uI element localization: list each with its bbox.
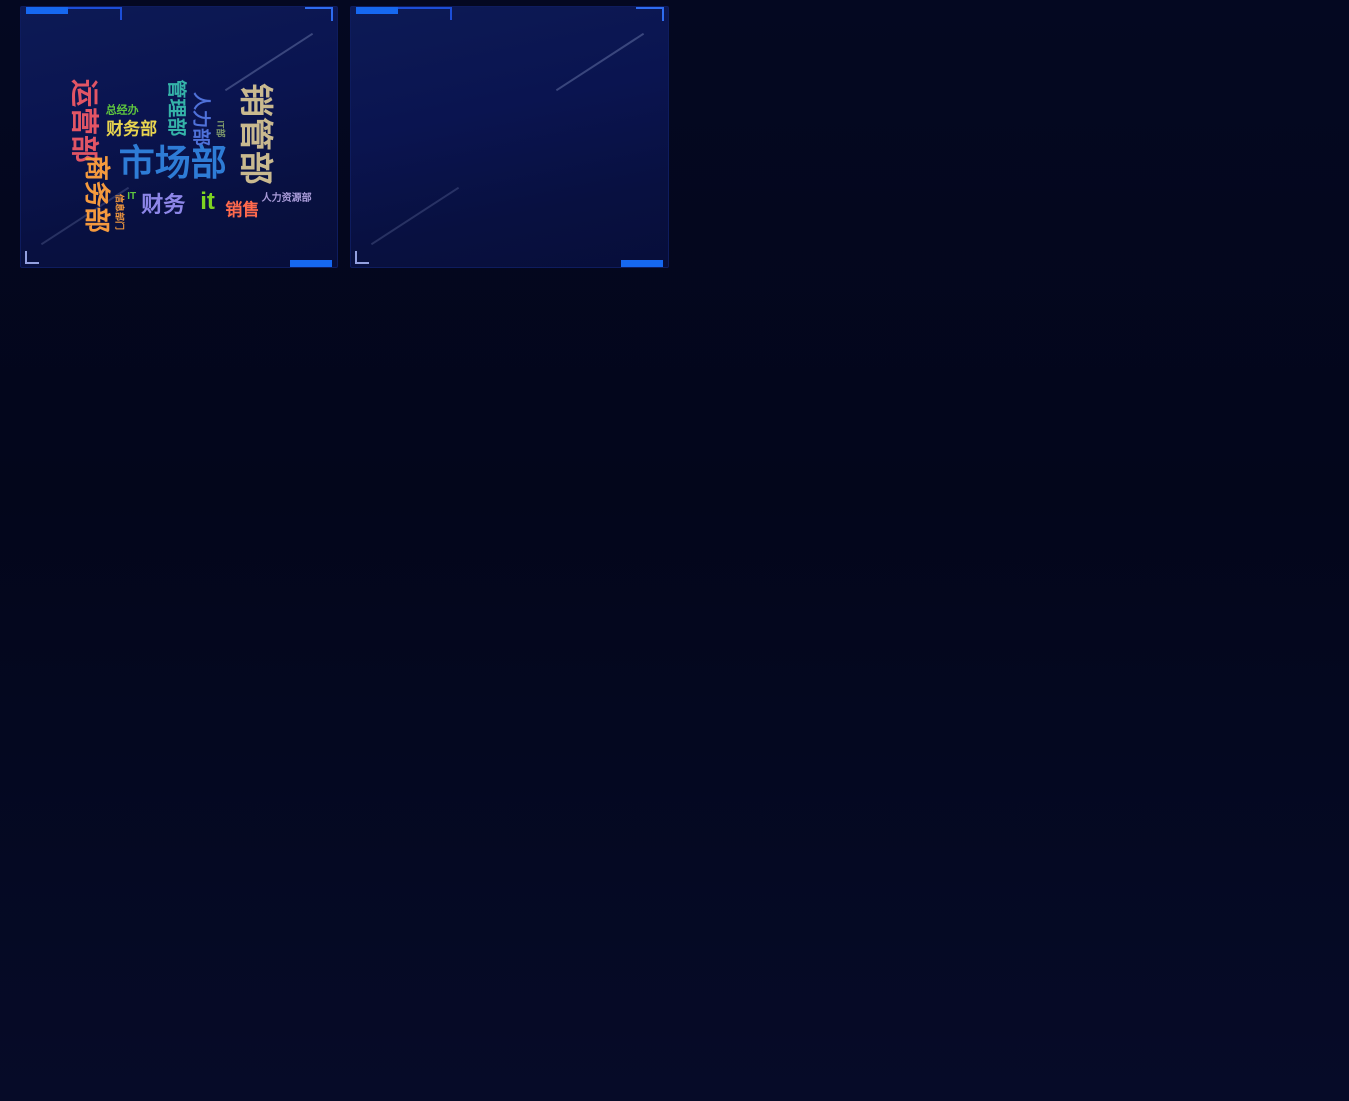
wordcloud-word[interactable]: it bbox=[200, 188, 215, 215]
wordcloud-word[interactable]: 商务部 bbox=[81, 155, 112, 234]
wordcloud-word[interactable]: 财务 bbox=[141, 191, 186, 217]
wordcloud-word[interactable]: 信息部门 bbox=[114, 194, 125, 231]
wordcloud-word[interactable]: 销售 bbox=[225, 200, 260, 220]
wordcloud-word[interactable]: 运营部 bbox=[69, 79, 101, 164]
vbar-chart-1 bbox=[351, 7, 667, 267]
wordcloud-word[interactable]: IT部 bbox=[215, 120, 226, 138]
wordcloud-word[interactable]: 人力资源部 bbox=[261, 193, 312, 205]
wordcloud-chart-0: 市场部 销管部 运营部 商务部 管理部 人力部财务部 总经办财务 it 销售 人力资源部 IT 信息部… bbox=[21, 7, 337, 267]
panel-vbar-1 bbox=[350, 6, 669, 268]
wordcloud-word[interactable]: 总经办 bbox=[105, 104, 139, 117]
wordcloud-word[interactable]: IT bbox=[127, 190, 137, 202]
wordcloud-word[interactable]: 市场部 bbox=[118, 142, 227, 183]
panel-wordcloud-0: 市场部 销管部 运营部 商务部 管理部 人力部财务部 总经办财务 it 销售 人力资源部 IT 信息部… bbox=[20, 6, 339, 268]
wordcloud-word[interactable]: 人力部 bbox=[191, 91, 212, 146]
wordcloud-word[interactable]: 财务部 bbox=[106, 119, 158, 139]
wordcloud-word[interactable]: 管理部 bbox=[165, 79, 187, 137]
wordcloud-word[interactable]: 销管部 bbox=[236, 83, 275, 186]
